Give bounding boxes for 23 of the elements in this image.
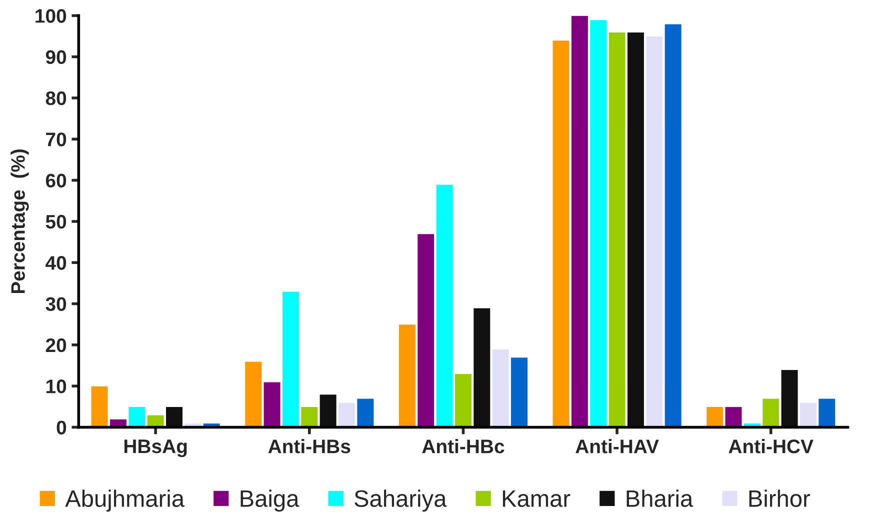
y-axis-title: Percentage (%) <box>10 149 29 294</box>
legend-label: Kamar <box>502 490 570 507</box>
x-tick-label: Anti-HCV <box>728 439 814 454</box>
y-tick-label: 60 <box>46 174 66 188</box>
y-tick-label: 0 <box>56 420 66 434</box>
x-tick-label: Anti-HBs <box>268 439 350 454</box>
legend-label: Baiga <box>240 490 300 512</box>
x-tick-label: Anti-HAV <box>576 439 659 454</box>
legend-label: Sahariya <box>354 490 447 512</box>
legend-label: Birhor <box>749 490 810 507</box>
y-tick-label: 80 <box>46 91 66 106</box>
x-tick-label: Anti-HBc <box>422 439 504 454</box>
legend-label: Bharia <box>626 490 694 507</box>
y-tick-label: 50 <box>46 214 66 229</box>
x-tick-label: HBsAg <box>124 440 187 458</box>
y-tick-label: 30 <box>46 297 66 312</box>
y-tick-label: 100 <box>36 9 66 23</box>
y-tick-label: 20 <box>46 338 66 352</box>
y-tick-label: 40 <box>46 256 66 270</box>
y-tick-label: 70 <box>46 132 66 146</box>
y-tick-label: 90 <box>46 50 66 64</box>
legend-label: Abujhmaria <box>65 490 185 512</box>
y-tick-label: 10 <box>46 380 66 394</box>
